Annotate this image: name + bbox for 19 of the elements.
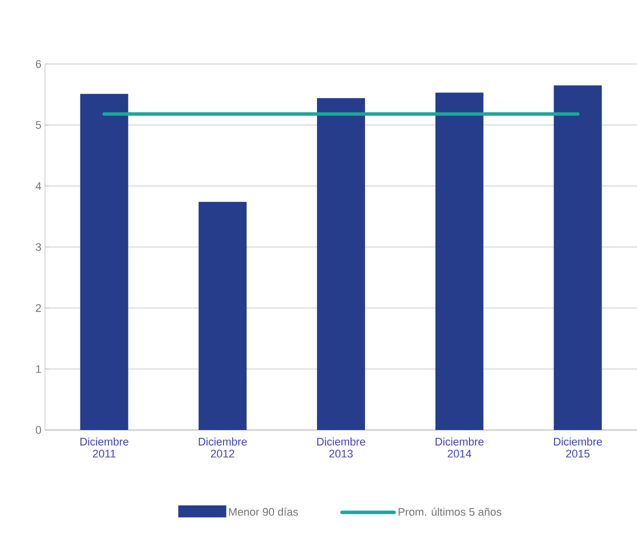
y-tick-label: 3 (36, 243, 41, 251)
y-tick-label: 1 (36, 365, 41, 373)
x-tick-label: Diciembre 2015 (554, 438, 602, 458)
x-tick-label: Diciembre 2014 (436, 438, 484, 458)
bar (317, 98, 365, 430)
bar (435, 92, 484, 430)
x-tick-label: Diciembre 2013 (317, 438, 366, 458)
x-tick-label: Diciembre 2012 (198, 438, 247, 458)
y-tick-label: 4 (36, 182, 42, 190)
y-tick-label: 0 (36, 426, 42, 434)
x-tick-label: Diciembre 2011 (80, 438, 128, 458)
y-tick-label: 2 (36, 304, 41, 312)
y-tick-label: 6 (36, 60, 41, 68)
bar (198, 202, 247, 430)
bar (554, 85, 602, 430)
legend-label: Menor 90 días (229, 508, 298, 516)
legend-label: Prom. últimos 5 años (398, 508, 502, 516)
y-tick-label: 5 (36, 121, 42, 129)
bar (80, 94, 128, 430)
